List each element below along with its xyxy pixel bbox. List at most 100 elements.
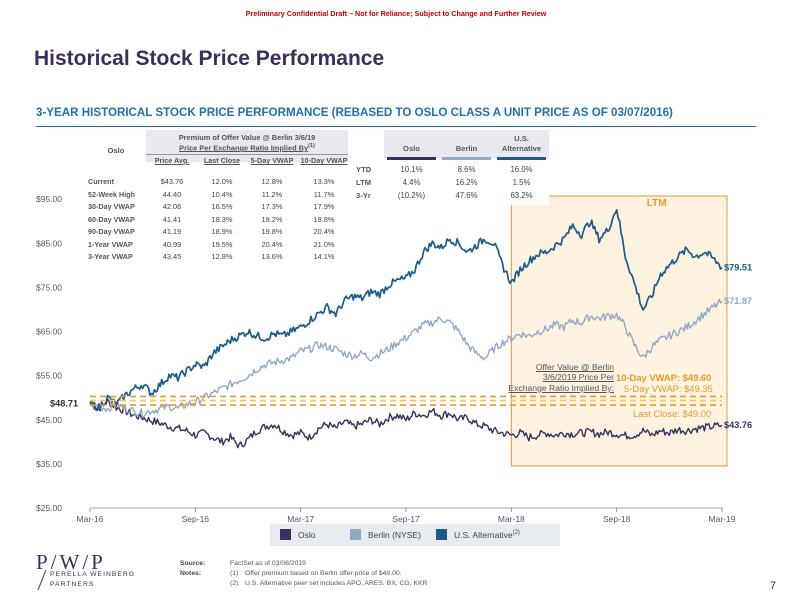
ltm-label: LTM: [647, 198, 667, 209]
offer-line2: 3/6/2019 Price Per: [542, 372, 614, 383]
premium-header-line1: Premium of Offer Value @ Berlin 3/6/19: [178, 133, 316, 142]
premium-cell: 40.99: [162, 239, 182, 249]
end-label: $71.87: [724, 296, 752, 306]
chart-legend: Oslo Berlin (NYSE) U.S. Alternative(2): [270, 524, 560, 546]
perf-col-header-alt: Alternative: [501, 144, 542, 153]
perf-color-bar: [387, 157, 436, 160]
premium-cell: 42.06: [162, 202, 182, 211]
series-line-berlin-nyse-: [89, 298, 723, 418]
legend-label-us-alt-text: U.S. Alternative: [454, 530, 513, 540]
perf-row-label: YTD: [356, 165, 372, 174]
premium-header-line2: Price Per Exchange Ratio Implied By(1): [146, 143, 348, 152]
logo-sub-line2: PARTNERS: [50, 581, 95, 588]
premium-col-header: 10-Day VWAP: [300, 156, 348, 165]
premium-col-header: Price Avg.: [154, 156, 190, 165]
x-tick-label: Sep-17: [392, 514, 420, 524]
perf-header-bg: [384, 130, 549, 158]
x-tick-label: Mar-18: [498, 514, 525, 524]
premium-col-header: 5-Day VWAP: [250, 156, 294, 165]
x-tick-label: Sep-18: [603, 514, 631, 524]
perf-row-label: LTM: [356, 178, 372, 187]
note1-num: (1): [230, 570, 239, 577]
page-title: Historical Stock Price Performance: [34, 47, 385, 70]
premium-cell: 13.6%: [261, 252, 283, 261]
x-tick-label: Mar-16: [77, 514, 104, 524]
legend-label-us-alt: U.S. Alternative(2): [454, 530, 520, 540]
y-tick-label: $35.00: [36, 459, 62, 469]
y-tick-label: $75.00: [36, 282, 62, 292]
last-close-label: Last Close: $49.00: [633, 408, 712, 419]
x-tick-label: Sep-16: [182, 514, 210, 524]
premium-cell: 13.3%: [313, 177, 335, 186]
premium-table: Oslo Premium of Offer Value @ Berlin 3/6…: [86, 130, 348, 261]
offer-annotation: Offer Value @ Berlin 3/6/2019 Price Per …: [480, 362, 614, 393]
offer-line3: Exchange Ratio Implied By:: [508, 382, 614, 393]
pwp-logo: P/W/P: [36, 550, 106, 574]
premium-header-bg: [146, 130, 348, 162]
y-tick-label: $85.00: [36, 238, 62, 248]
notes-label: Notes:: [180, 570, 202, 577]
perf-color-bar: [497, 157, 546, 160]
premium-cell: 19.5%: [211, 239, 233, 249]
perf-cell: 16.0%: [510, 165, 533, 174]
premium-header-sup: (1): [308, 143, 315, 149]
perf-cell: 8.6%: [457, 165, 476, 174]
premium-cell: 44.40: [162, 189, 182, 199]
premium-row-label: 52-Week High: [88, 189, 135, 199]
perf-cell: 47.6%: [455, 191, 478, 200]
premium-cell: 41.41: [162, 214, 182, 224]
vwap10-label: 10-Day VWAP: $49.60: [616, 372, 712, 383]
source-label: Source:: [180, 560, 206, 567]
logo-subtitle: PERELLA WEINBERG PARTNERS: [50, 570, 135, 590]
x-tick-label: Mar-17: [287, 514, 314, 524]
premium-cell: 18.3%: [211, 214, 233, 224]
legend-swatch-oslo: [280, 529, 291, 540]
premium-col-header: Last Close: [203, 156, 241, 165]
series-line-u-s-alternative: [89, 208, 723, 412]
perf-cell: 1.5%: [512, 178, 531, 187]
premium-cell: 12.8%: [261, 177, 283, 186]
perf-cell: (10.2%): [397, 191, 426, 200]
performance-table: Oslo Berlin U.S. Alternative YTD 10.1% 8.6% 16…: [354, 130, 549, 205]
premium-cell: 18.9%: [211, 227, 233, 236]
subtitle-rule: [36, 126, 756, 127]
note1-text: Offer premium based on Berlin offer pric…: [245, 570, 402, 577]
perf-row-label: 3-Yr: [356, 191, 371, 200]
legend-swatch-berlin: [350, 529, 361, 540]
page-number: 7: [770, 580, 777, 592]
premium-cell: $43.76: [160, 177, 184, 186]
perf-cell: 63.2%: [510, 191, 533, 200]
premium-cell: 16.5%: [211, 202, 233, 211]
perf-col-header-oslo: Oslo: [403, 144, 420, 153]
premium-cell: 21.0%: [313, 239, 335, 249]
premium-header-rule: [146, 154, 348, 155]
premium-cell: 14.1%: [313, 252, 335, 261]
premium-row-label: 30-Day VWAP: [88, 202, 135, 211]
premium-cell: 12.8%: [211, 252, 233, 261]
premium-cell: 41.19: [162, 227, 182, 236]
premium-cell: 19.8%: [261, 227, 283, 236]
premium-header-oslo: Oslo: [107, 146, 125, 155]
premium-cell: 20.4%: [261, 239, 283, 249]
end-label: $79.51: [724, 262, 752, 272]
premium-cell: 20.4%: [313, 227, 335, 236]
premium-cell: 12.0%: [211, 177, 233, 186]
y-tick-label: $65.00: [36, 327, 62, 337]
premium-row-label: Current: [88, 177, 114, 186]
legend-swatch-us-alt: [436, 529, 447, 540]
premium-header-line2-text: Price Per Exchange Ratio Implied By: [179, 143, 309, 153]
premium-cell: 11.2%: [261, 189, 283, 199]
note2-text: U.S. Alternative peer set includes APO, …: [245, 580, 428, 587]
premium-row-label: 3-Year VWAP: [88, 252, 133, 261]
premium-cell: 10.4%: [211, 189, 233, 199]
perf-cell: 16.2%: [455, 178, 478, 187]
perf-cell: 4.4%: [402, 178, 421, 187]
perf-col-header-us: U.S.: [514, 134, 529, 143]
offer-line1: Offer Value @ Berlin: [535, 362, 614, 372]
premium-cell: 19.2%: [261, 214, 283, 224]
x-tick-label: Mar-19: [709, 514, 736, 524]
vwap5-label: 5-Day VWAP: $49.35: [624, 383, 713, 394]
premium-cell: 43.45: [162, 252, 182, 261]
legend-label-oslo: Oslo: [298, 530, 316, 540]
